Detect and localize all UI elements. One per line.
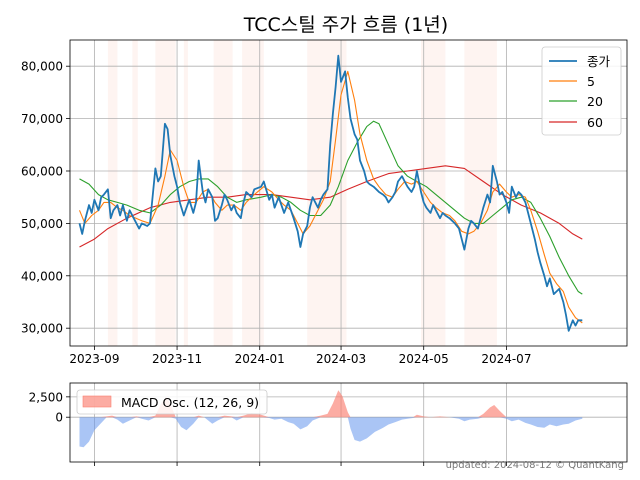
macd-legend-box — [76, 389, 268, 415]
macd-x-axis — [93, 462, 507, 466]
macd-legend-label: MACD Osc. (12, 26, 9) — [121, 395, 259, 410]
price-y-axis: 30,000 40,000 50,000 60,000 70,000 80,000 — [21, 60, 70, 336]
y-tick-label: 70,000 — [21, 112, 63, 126]
x-tick-label: 2024-07 — [481, 352, 531, 366]
macd-legend: MACD Osc. (12, 26, 9) — [76, 389, 268, 415]
legend-box — [541, 46, 622, 136]
x-tick-label: 2024-01 — [235, 352, 285, 366]
x-tick-label: 2024-03 — [316, 352, 366, 366]
price-gridlines — [70, 40, 627, 346]
legend-label-close: 종가 — [587, 54, 611, 69]
shaded-period — [132, 40, 138, 346]
chart-title: TCC스틸 주가 흐름 (1년) — [243, 14, 448, 36]
legend-label-ma20: 20 — [587, 94, 603, 109]
price-x-axis: 2023-09 2023-11 2024-01 2024-03 2024-05 2024-… — [69, 346, 531, 366]
y-tick-label: 80,000 — [21, 60, 63, 74]
legend-label-ma60: 60 — [587, 115, 603, 130]
macd-oscillator-area — [79, 390, 583, 448]
macd-y-axis: 0 2,500 — [29, 390, 70, 425]
shaded-period — [155, 40, 176, 346]
x-tick-label: 2024-05 — [399, 352, 449, 366]
price-series-lines — [78, 54, 583, 332]
footer-credit: updated: 2024-08-12 © QuantKang — [446, 460, 624, 471]
y-tick-label: 60,000 — [21, 164, 63, 178]
x-tick-label: 2023-11 — [152, 352, 202, 366]
macd-y-tick-label: 0 — [55, 411, 63, 425]
ma20-line — [79, 120, 583, 295]
legend-label-ma5: 5 — [587, 74, 595, 89]
shaded-period — [107, 40, 118, 346]
price-legend: 종가 5 20 60 — [541, 46, 622, 136]
y-tick-label: 50,000 — [21, 217, 63, 231]
y-tick-label: 40,000 — [21, 269, 63, 283]
macd-y-tick-label: 2,500 — [29, 390, 63, 404]
close-price-line — [78, 54, 583, 332]
macd-negative-area — [79, 417, 583, 448]
macd-positive-area — [79, 390, 583, 418]
x-tick-label: 2023-09 — [69, 352, 119, 366]
price-plot-frame — [69, 39, 628, 347]
y-tick-label: 30,000 — [21, 322, 63, 336]
macd-plot-frame — [69, 382, 628, 463]
macd-legend-swatch — [82, 395, 112, 408]
macd-panel: 0 2,500 MACD Osc. (12, 26, 9) — [29, 382, 628, 466]
